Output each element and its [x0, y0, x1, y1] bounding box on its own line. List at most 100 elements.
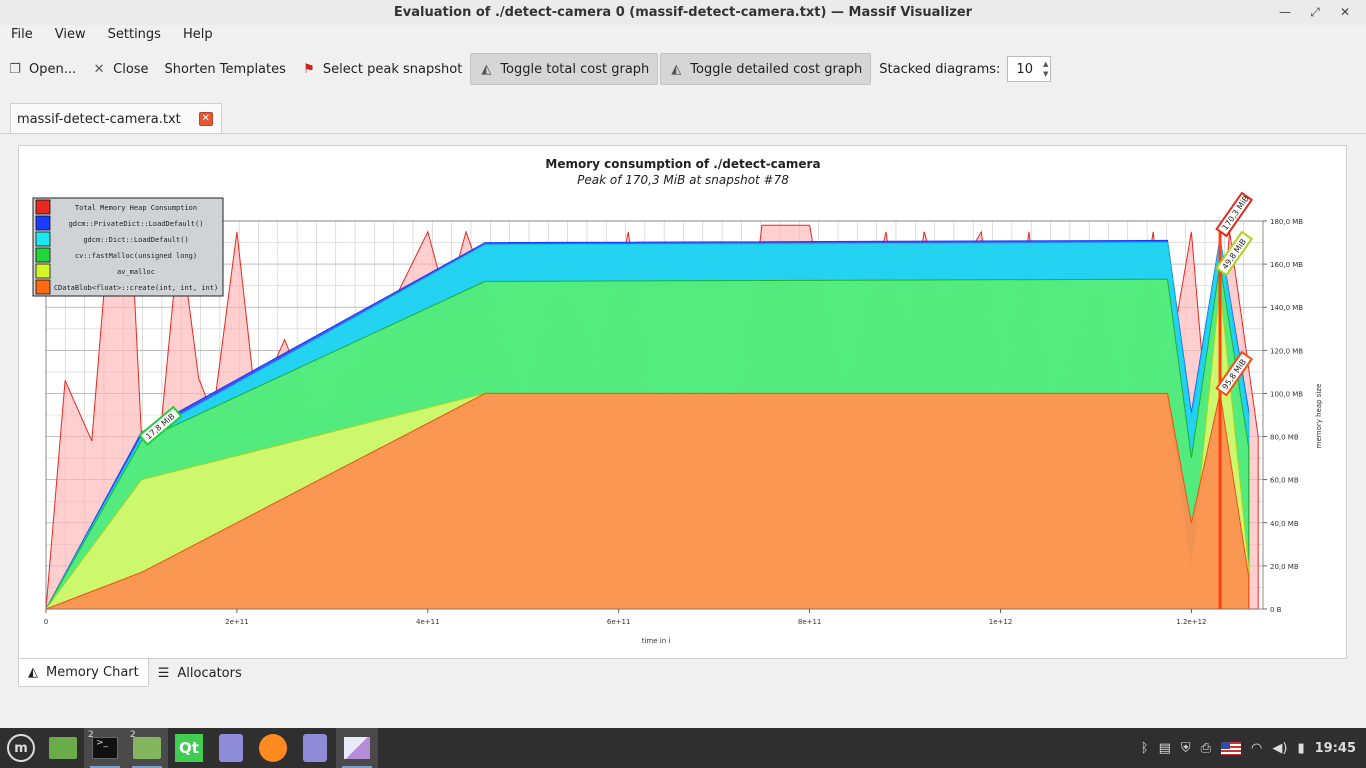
x-tick-label: 0: [44, 618, 48, 626]
peak-label-box: [138, 405, 183, 446]
window-title: Evaluation of ./detect-camera 0 (massif-…: [393, 5, 973, 20]
chart-subtitle: Peak of 170,3 MiB at snapshot #78: [577, 173, 789, 187]
legend-entry-label: gdcm::Dict::LoadDefault(): [83, 236, 188, 244]
x-tick-label: 2e+11: [225, 618, 249, 626]
taskbar-files[interactable]: 2: [126, 728, 168, 768]
open-button[interactable]: ❐ Open...: [0, 53, 84, 85]
menu-view[interactable]: View: [54, 27, 86, 42]
legend-entry-label: cv::fastMalloc(unsigned long): [75, 252, 197, 260]
memory-chart: Memory consumption of ./detect-camera Pe…: [32, 157, 1323, 645]
document-icon: [219, 734, 243, 762]
files-badge: 2: [130, 730, 136, 740]
x-tick-label: 4e+11: [416, 618, 440, 626]
legend-swatch: [35, 279, 51, 295]
stacked-diagrams-value: 10: [1016, 61, 1033, 77]
y-tick-label: 40,0 MB: [1270, 520, 1299, 528]
battery-icon[interactable]: ▮: [1297, 740, 1305, 756]
document-icon: [303, 734, 327, 762]
shorten-templates-button[interactable]: Shorten Templates: [157, 53, 294, 85]
peak-label: 170,3 MiB: [1215, 191, 1254, 238]
tab-massif-file[interactable]: massif-detect-camera.txt ✕: [10, 103, 222, 134]
peak-label-box: [1215, 350, 1254, 397]
select-peak-label: Select peak snapshot: [322, 61, 463, 77]
system-tray: ᛒ ▤ ⛨ ⎙ ◠ ◀) ▮ 19:45: [1141, 728, 1356, 768]
active-indicator: [132, 766, 162, 768]
select-peak-button[interactable]: ⚑ Select peak snapshot: [294, 53, 470, 85]
plot-frame: [45, 220, 1264, 610]
chart-legend: Total Memory Heap Consumptiongdcm::Priva…: [32, 197, 224, 297]
area-chart-icon: ◭: [481, 61, 492, 77]
folder-green-icon: [49, 737, 77, 759]
close-button[interactable]: ✕ Close: [84, 53, 156, 85]
x-tick-label: 1e+12: [989, 618, 1013, 626]
taskbar-show-desktop[interactable]: [42, 728, 84, 768]
legend-box: [32, 197, 224, 297]
mint-menu-button[interactable]: m: [0, 728, 42, 768]
tab-close-icon[interactable]: ✕: [198, 112, 213, 126]
legend-entry-label: av_malloc: [117, 268, 155, 276]
clipboard-icon[interactable]: ▤: [1158, 740, 1171, 756]
toggle-detailed-label: Toggle detailed cost graph: [690, 61, 863, 77]
x-axis-label: time in i: [642, 637, 671, 645]
x-tick-label: 6e+11: [607, 618, 631, 626]
chart-areas: [45, 220, 1264, 610]
tab-allocators[interactable]: ☰ Allocators: [149, 659, 251, 687]
minimize-icon[interactable]: —: [1279, 5, 1291, 19]
tab-divider: [0, 133, 1366, 134]
y-tick-label: 140,0 MB: [1270, 304, 1303, 312]
chart-ticks: 0 2e+11 4e+11 6e+11 8e+11 1e+12 1.2e+12 0 B 20,0…: [44, 218, 1304, 626]
taskbar-firefox[interactable]: [252, 728, 294, 768]
legend-entry-label: gdcm::PrivateDict::LoadDefault(): [69, 220, 204, 228]
menu-settings[interactable]: Settings: [107, 27, 161, 42]
terminal-badge: 2: [88, 730, 94, 740]
close-label: Close: [113, 61, 149, 77]
y-tick-label: 120,0 MB: [1270, 347, 1303, 355]
close-icon: ✕: [93, 61, 105, 77]
y-axis-label: memory heap size: [1315, 384, 1323, 449]
document-tabbar: massif-detect-camera.txt ✕: [10, 103, 222, 134]
allocators-label: Allocators: [177, 665, 242, 681]
y-tick-label: 60,0 MB: [1270, 477, 1299, 485]
chart-title: Memory consumption of ./detect-camera: [545, 157, 820, 171]
x-tick-label: 1.2e+12: [1176, 618, 1206, 626]
list-icon: ☰: [157, 665, 170, 681]
clock[interactable]: 19:45: [1314, 740, 1356, 756]
close-window-icon[interactable]: ✕: [1339, 5, 1351, 19]
bluetooth-icon[interactable]: ᛒ: [1140, 740, 1149, 756]
y-tick-label: 80,0 MB: [1270, 434, 1299, 442]
series-area-5: [45, 392, 1250, 610]
active-indicator: [90, 766, 120, 768]
wifi-icon[interactable]: ◠: [1251, 740, 1263, 756]
legend-swatch: [35, 263, 51, 279]
printer-icon[interactable]: ⎙: [1200, 740, 1212, 756]
taskbar-text-editor[interactable]: [210, 728, 252, 768]
tab-memory-chart[interactable]: ◭ Memory Chart: [18, 659, 149, 687]
toggle-detailed-cost-button[interactable]: ◭ Toggle detailed cost graph: [660, 53, 872, 85]
legend-swatch: [35, 247, 51, 263]
restore-icon[interactable]: ⤢: [1310, 5, 1320, 19]
mint-logo-icon: m: [7, 734, 35, 762]
volume-icon[interactable]: ◀): [1272, 740, 1288, 756]
peak-label-box: [1215, 230, 1254, 277]
taskbar-qt-creator[interactable]: Qt: [168, 728, 210, 768]
y-tick-label: 100,0 MB: [1270, 390, 1303, 398]
us-flag-icon[interactable]: [1221, 741, 1242, 755]
tab-label: massif-detect-camera.txt: [17, 111, 181, 127]
taskbar-text-editor-2[interactable]: [294, 728, 336, 768]
taskbar-massif-visualizer[interactable]: [336, 728, 378, 768]
spin-arrows-icon[interactable]: ▲ ▼: [1043, 60, 1049, 78]
peak-label-text: 170,3 MiB: [1221, 194, 1251, 232]
toggle-total-cost-button[interactable]: ◭ Toggle total cost graph: [470, 53, 659, 85]
menu-help[interactable]: Help: [182, 27, 213, 42]
area-chart-icon: ◭: [671, 61, 682, 77]
memory-chart-icon: ◭: [28, 665, 38, 680]
active-indicator: [342, 766, 372, 768]
legend-entry-label: Total Memory Heap Consumption: [75, 204, 197, 212]
firefox-icon: [259, 734, 287, 762]
taskbar-terminal[interactable]: 2 >_: [84, 728, 126, 768]
menu-file[interactable]: File: [11, 27, 33, 42]
stacked-diagrams-spinbox[interactable]: 10 ▲ ▼: [1007, 56, 1052, 82]
shield-icon[interactable]: ⛨: [1180, 740, 1191, 756]
window-controls: — ⤢ ✕: [1278, 0, 1352, 25]
terminal-icon: >_: [92, 737, 118, 759]
